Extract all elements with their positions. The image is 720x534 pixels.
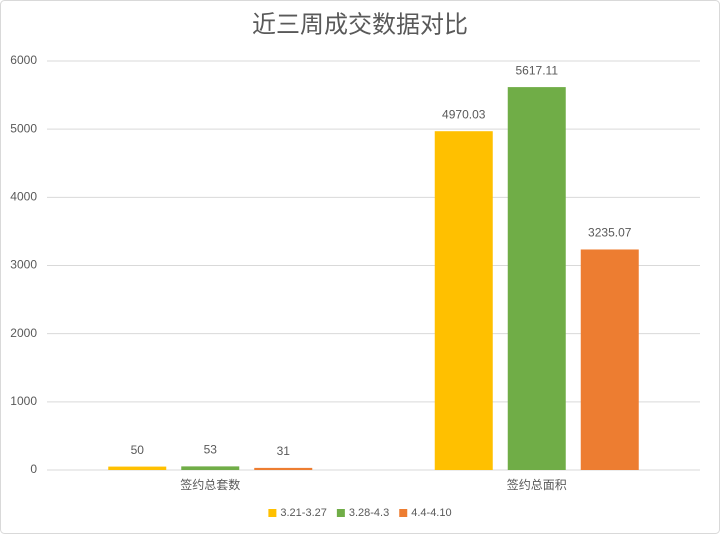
legend-label: 3.21-3.27: [280, 507, 326, 519]
chart-title: 近三周成交数据对比: [252, 11, 468, 38]
bar: [108, 466, 167, 470]
data-label: 5617.11: [516, 63, 559, 77]
data-label: 53: [204, 443, 218, 457]
y-tick-label: 1000: [10, 394, 37, 408]
data-label: 50: [131, 443, 145, 457]
y-tick-label: 3000: [10, 258, 37, 272]
y-tick-label: 2000: [10, 326, 37, 340]
bar: [181, 466, 240, 470]
bar: [507, 87, 566, 470]
legend-marker: [268, 509, 277, 517]
data-label: 31: [277, 444, 291, 458]
y-tick-label: 4000: [10, 190, 37, 204]
x-tick-label: 签约总面积: [507, 477, 567, 492]
legend-marker: [336, 509, 345, 517]
legend-label: 4.4-4.10: [411, 507, 451, 519]
y-tick-label: 0: [30, 462, 37, 476]
legend-label: 3.28-4.3: [349, 507, 389, 519]
y-tick-label: 6000: [10, 53, 37, 67]
x-tick-label: 签约总套数: [180, 477, 240, 492]
bar: [580, 249, 639, 470]
legend-marker: [399, 509, 408, 517]
data-label: 4970.03: [442, 107, 486, 121]
y-tick-label: 5000: [10, 121, 37, 135]
data-label: 3235.07: [588, 226, 632, 240]
bar: [434, 131, 493, 470]
bar: [254, 467, 313, 470]
